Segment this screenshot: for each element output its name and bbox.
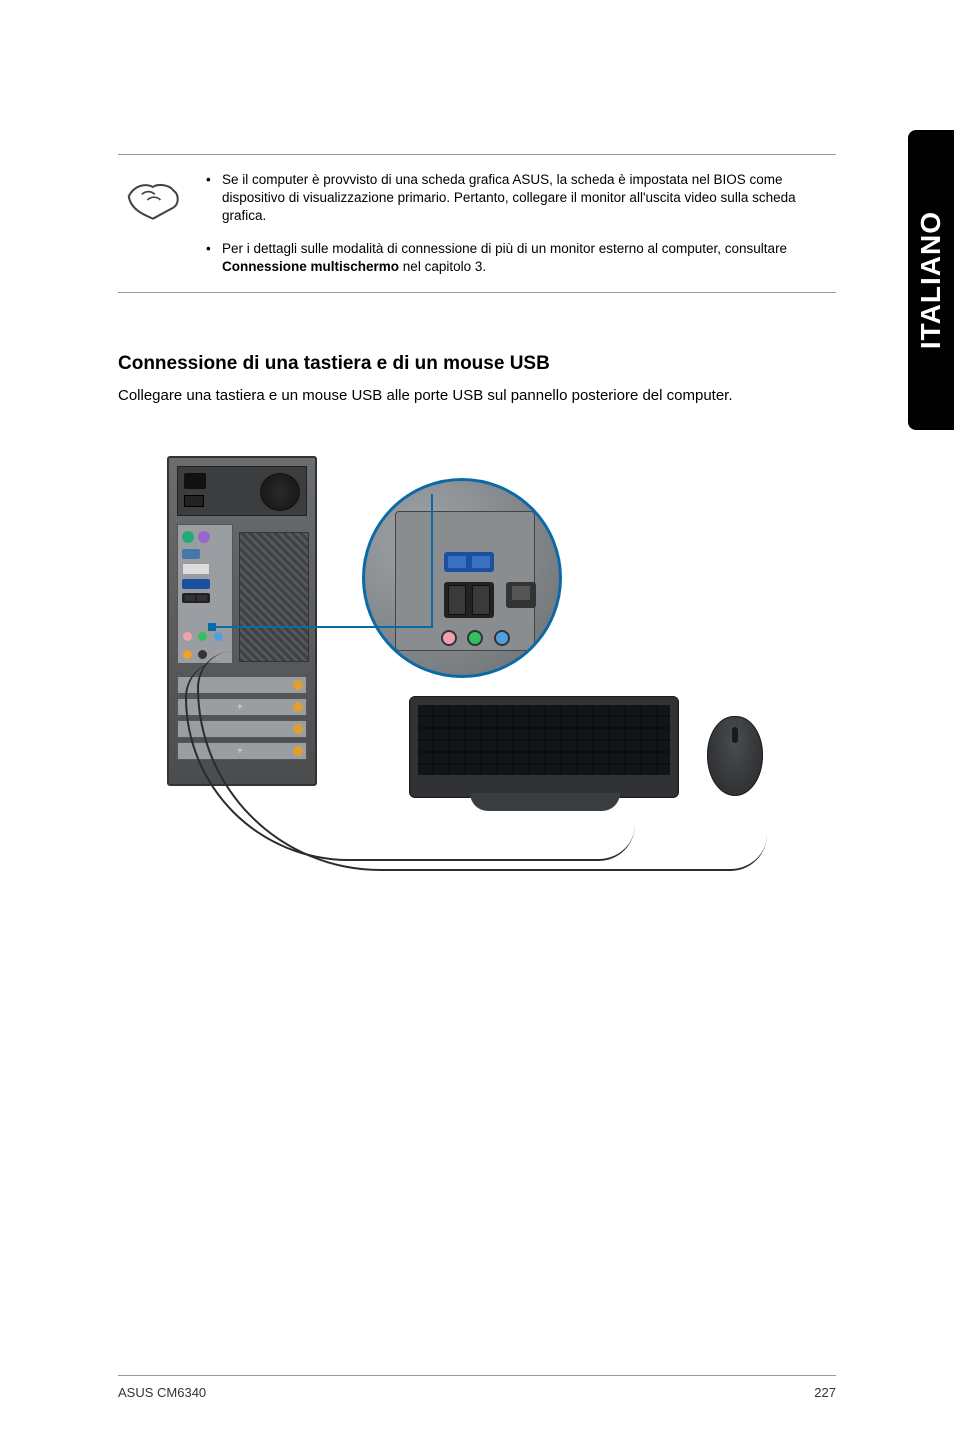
vent-grille-icon <box>239 532 309 662</box>
audio-jacks-icon <box>441 630 516 651</box>
note-bullet-2-before: Per i dettagli sulle modalità di conness… <box>222 241 787 256</box>
usb3-ports-icon <box>182 579 210 589</box>
note-bullet-2: Per i dettagli sulle modalità di conness… <box>206 240 836 276</box>
power-switch-icon <box>184 495 204 507</box>
footer-model: ASUS CM6340 <box>118 1385 206 1400</box>
footer-page-number: 227 <box>814 1385 836 1400</box>
io-plate <box>177 524 233 664</box>
usb-plug-icon <box>448 585 466 615</box>
callout-leader-line <box>211 626 431 628</box>
note-bullet-1: Se il computer è provvisto di una scheda… <box>206 171 836 226</box>
note-hand-icon <box>118 171 188 276</box>
usb2-ports-icon <box>182 593 210 603</box>
psu-icon <box>177 466 307 516</box>
connection-diagram: + + <box>147 456 807 876</box>
usb-plug-icon <box>472 585 490 615</box>
mouse-icon <box>707 716 763 796</box>
usb2-ports-icon <box>444 582 494 618</box>
note-bullet-2-bold: Connessione multischermo <box>222 259 399 274</box>
note-block: Se il computer è provvisto di una scheda… <box>118 154 836 293</box>
psu-fan-icon <box>260 473 300 511</box>
note-bullet-2-after: nel capitolo 3. <box>399 259 486 274</box>
usb-ports-zoom-callout <box>362 478 562 678</box>
language-tab-text: ITALIANO <box>915 211 947 349</box>
callout-leader-line <box>431 494 433 628</box>
footer-rule <box>118 1375 836 1376</box>
section-heading: Connessione di una tastiera e di un mous… <box>118 353 836 375</box>
ps2-port-icon <box>198 531 210 543</box>
body-text: Collegare una tastiera e un mouse USB al… <box>118 385 836 406</box>
keyboard-icon <box>409 696 679 798</box>
vga-port-icon <box>182 549 200 559</box>
power-socket-icon <box>184 473 206 489</box>
language-tab: ITALIANO <box>908 130 954 430</box>
lan-port-icon <box>506 582 536 608</box>
usb3-ports-icon <box>444 552 494 572</box>
dvi-port-icon <box>182 563 210 575</box>
page-footer: ASUS CM6340 227 <box>118 1385 836 1400</box>
ps2-port-icon <box>182 531 194 543</box>
note-text: Se il computer è provvisto di una scheda… <box>206 171 836 276</box>
